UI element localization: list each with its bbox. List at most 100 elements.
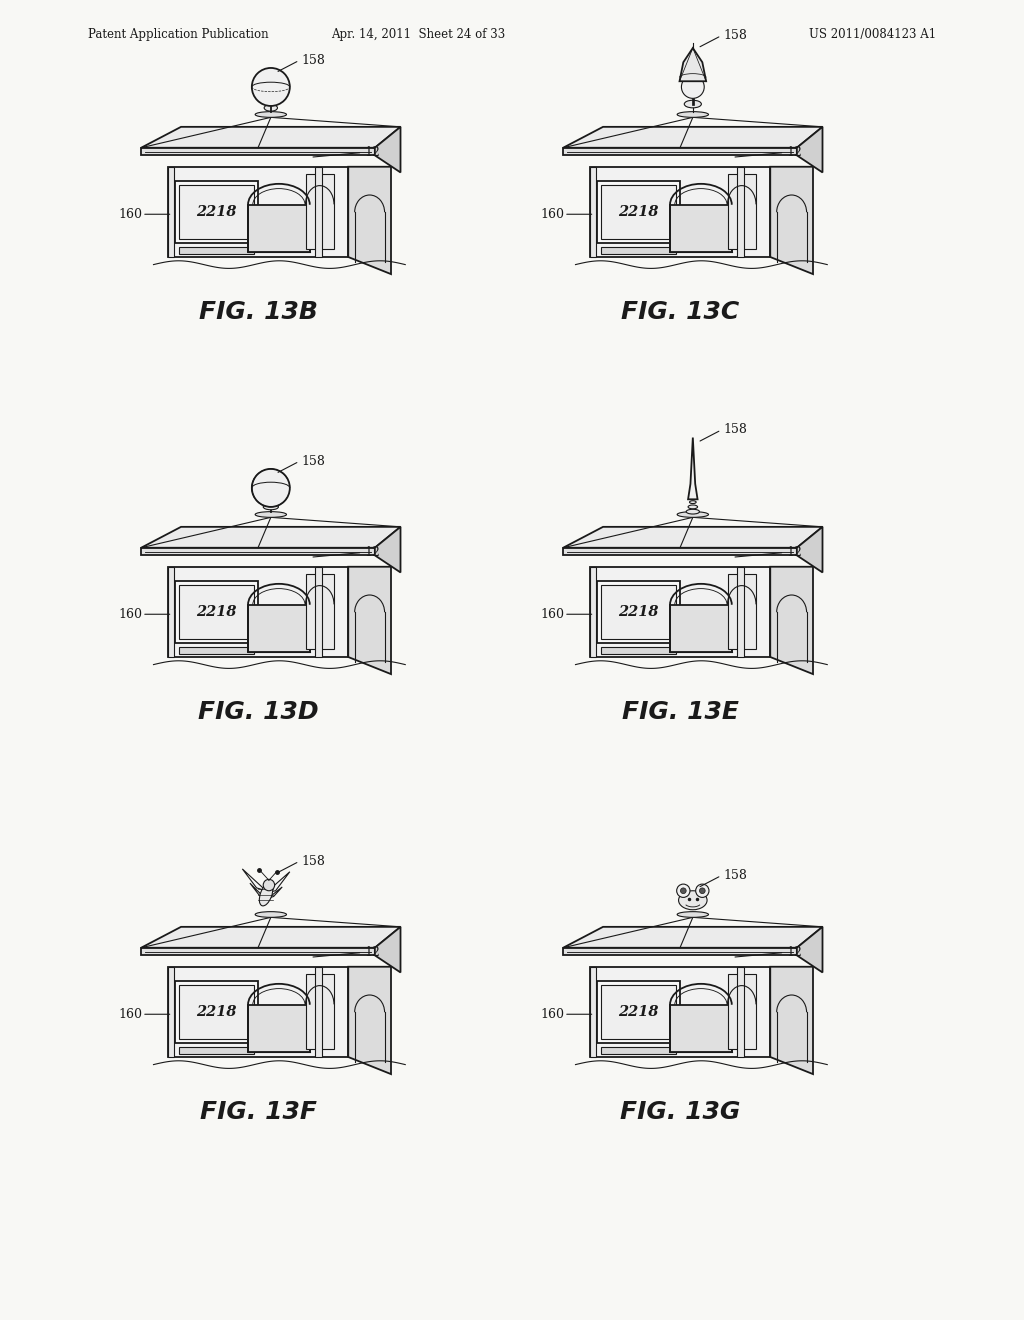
Text: US 2011/0084123 A1: US 2011/0084123 A1 <box>809 28 936 41</box>
Ellipse shape <box>255 112 287 117</box>
Text: FIG. 13D: FIG. 13D <box>198 700 318 725</box>
Circle shape <box>252 469 290 507</box>
Polygon shape <box>268 887 283 899</box>
Polygon shape <box>590 966 596 1057</box>
Text: 12: 12 <box>365 147 380 158</box>
Text: 2218: 2218 <box>618 1005 658 1019</box>
Text: 12: 12 <box>365 546 380 558</box>
Text: 2218: 2218 <box>618 205 658 219</box>
Polygon shape <box>563 527 822 548</box>
Polygon shape <box>141 548 375 556</box>
Text: 2218: 2218 <box>197 605 237 619</box>
Polygon shape <box>248 605 310 652</box>
Ellipse shape <box>688 506 697 508</box>
Polygon shape <box>141 527 400 548</box>
Polygon shape <box>168 166 174 257</box>
Polygon shape <box>601 585 676 639</box>
Polygon shape <box>305 174 334 249</box>
Text: 158: 158 <box>301 855 326 867</box>
Polygon shape <box>348 566 391 675</box>
Polygon shape <box>168 966 348 1057</box>
Polygon shape <box>770 966 813 1074</box>
Ellipse shape <box>263 504 279 510</box>
Polygon shape <box>248 205 310 252</box>
Polygon shape <box>601 647 676 655</box>
Text: 160: 160 <box>118 607 142 620</box>
Polygon shape <box>597 981 680 1043</box>
Text: FIG. 13G: FIG. 13G <box>620 1100 740 1125</box>
Polygon shape <box>770 566 813 675</box>
Polygon shape <box>737 566 744 657</box>
Polygon shape <box>601 185 676 239</box>
Circle shape <box>677 884 690 898</box>
Polygon shape <box>590 966 770 1057</box>
Polygon shape <box>590 166 596 257</box>
Polygon shape <box>248 1005 310 1052</box>
Text: 12: 12 <box>786 147 803 158</box>
Text: FIG. 13E: FIG. 13E <box>622 700 738 725</box>
Text: 158: 158 <box>301 54 326 67</box>
Ellipse shape <box>259 883 272 906</box>
Polygon shape <box>375 527 400 573</box>
Circle shape <box>699 888 706 894</box>
Text: 158: 158 <box>723 424 748 437</box>
Polygon shape <box>670 205 732 252</box>
Text: 158: 158 <box>301 455 326 467</box>
Polygon shape <box>175 981 258 1043</box>
Polygon shape <box>727 974 756 1049</box>
Ellipse shape <box>264 104 278 111</box>
Polygon shape <box>680 48 707 82</box>
Text: Apr. 14, 2011  Sheet 24 of 33: Apr. 14, 2011 Sheet 24 of 33 <box>331 28 505 41</box>
Polygon shape <box>250 883 264 898</box>
Ellipse shape <box>686 510 699 513</box>
Polygon shape <box>563 927 822 948</box>
Text: 160: 160 <box>540 207 564 220</box>
Polygon shape <box>315 566 323 657</box>
Polygon shape <box>305 574 334 649</box>
Text: 2218: 2218 <box>197 1005 237 1019</box>
Polygon shape <box>168 166 348 257</box>
Polygon shape <box>601 985 676 1039</box>
Polygon shape <box>179 647 254 655</box>
Polygon shape <box>688 437 697 499</box>
Polygon shape <box>175 581 258 643</box>
Ellipse shape <box>255 912 287 917</box>
Polygon shape <box>597 581 680 643</box>
Text: FIG. 13F: FIG. 13F <box>200 1100 316 1125</box>
Polygon shape <box>797 127 822 173</box>
Polygon shape <box>563 127 822 148</box>
Ellipse shape <box>677 112 709 117</box>
Text: 160: 160 <box>118 1007 142 1020</box>
Circle shape <box>681 888 686 894</box>
Text: 12: 12 <box>365 946 380 960</box>
Polygon shape <box>141 127 400 148</box>
Polygon shape <box>348 166 391 275</box>
Polygon shape <box>175 181 258 243</box>
Polygon shape <box>266 871 290 892</box>
Polygon shape <box>315 166 323 257</box>
Polygon shape <box>168 566 348 657</box>
Ellipse shape <box>677 912 709 917</box>
Polygon shape <box>179 985 254 1039</box>
Polygon shape <box>141 148 375 156</box>
Text: FIG. 13B: FIG. 13B <box>199 300 317 325</box>
Polygon shape <box>375 927 400 973</box>
Circle shape <box>681 75 705 99</box>
Polygon shape <box>315 966 323 1057</box>
Ellipse shape <box>679 891 708 909</box>
Text: FIG. 13C: FIG. 13C <box>621 300 739 325</box>
Ellipse shape <box>677 512 709 517</box>
Text: 160: 160 <box>540 1007 564 1020</box>
Polygon shape <box>305 974 334 1049</box>
Ellipse shape <box>684 100 701 108</box>
Text: 160: 160 <box>540 607 564 620</box>
Polygon shape <box>141 927 400 948</box>
Polygon shape <box>179 185 254 239</box>
Text: 2218: 2218 <box>618 605 658 619</box>
Polygon shape <box>601 1047 676 1055</box>
Text: 12: 12 <box>786 946 803 960</box>
Polygon shape <box>179 1047 254 1055</box>
Text: 2218: 2218 <box>197 205 237 219</box>
Polygon shape <box>797 527 822 573</box>
Polygon shape <box>179 585 254 639</box>
